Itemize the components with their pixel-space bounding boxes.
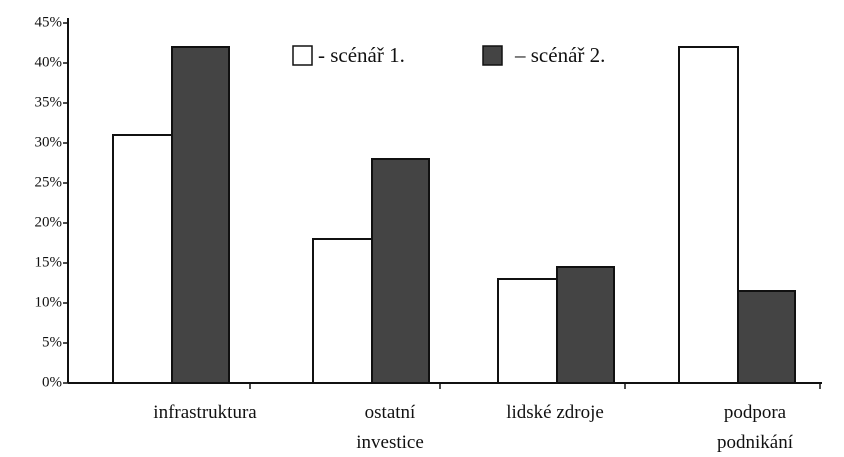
bar: [312, 238, 373, 384]
y-tick-label: 40%: [35, 54, 63, 70]
legend-swatch: [292, 45, 313, 66]
bar: [112, 134, 173, 384]
y-tick-label: 35%: [35, 94, 63, 110]
legend-swatch: [482, 45, 503, 66]
legend-label: – scénář 2.: [514, 43, 605, 67]
bar: [497, 278, 558, 384]
y-tick-label: 20%: [35, 214, 63, 230]
bar: [371, 158, 430, 384]
x-tick-label: podpora podnikání: [717, 402, 793, 453]
y-tick-label: 5%: [42, 334, 62, 350]
y-tick-label: 0%: [42, 374, 62, 390]
y-tick-label: 45%: [35, 14, 63, 30]
y-tick-label: 15%: [35, 254, 63, 270]
bar: [556, 266, 615, 384]
bar: [737, 290, 796, 384]
legend-label: - scénář 1.: [318, 43, 405, 67]
y-tick-label: 30%: [35, 134, 63, 150]
x-tick-label: ostatní investice: [356, 402, 424, 453]
x-tick-label: lidské zdroje: [506, 402, 604, 423]
bar: [678, 46, 739, 384]
bar: [171, 46, 230, 384]
y-tick-label: 25%: [35, 174, 63, 190]
y-tick-label: 10%: [35, 294, 63, 310]
x-tick-label: infrastruktura: [153, 402, 257, 423]
